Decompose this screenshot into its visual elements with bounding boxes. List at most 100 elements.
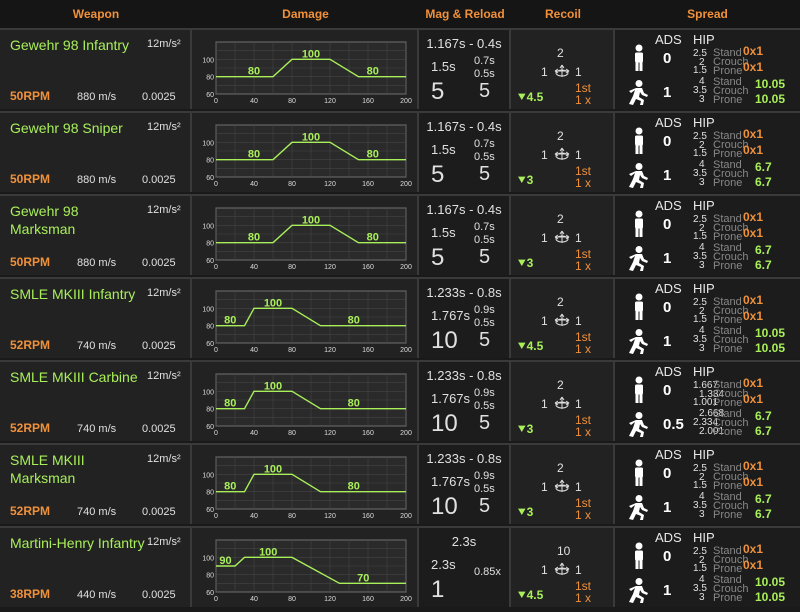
hip-stand-value: 1.667 xyxy=(693,380,719,391)
weapon-name[interactable]: Gewehr 98 Sniper xyxy=(10,120,123,136)
damage-data-label: 80 xyxy=(367,149,379,161)
hip-move-crouch-value: 3.5 xyxy=(693,251,707,262)
ammo-reserve: 5 xyxy=(479,246,491,268)
hip-move-green-2: 10.05 xyxy=(755,92,786,106)
weapon-acceleration: 12m/s² xyxy=(147,370,181,382)
stance-label-prone: Prone xyxy=(713,65,743,77)
reload-detail-2: 0.5s xyxy=(474,151,495,163)
ads-stand-spread: 0 xyxy=(663,133,672,150)
mag-reload-cell: 1.167s - 0.4s 1.5s 0.7s 0.5s 5 5 xyxy=(419,30,511,109)
stance-label-stand: Stand xyxy=(713,574,742,586)
hip-stand-orange: 0x1 xyxy=(743,210,764,224)
hip-move-crouch-value: 3.5 xyxy=(693,583,707,594)
chevron-down-icon: ⯆ xyxy=(517,173,527,187)
recoil-left: 1 xyxy=(541,563,548,577)
chart-x-tick: 40 xyxy=(250,596,258,603)
table-header: Weapon Damage Mag & Reload Recoil Spread xyxy=(0,0,800,28)
reload-empty: 2.3s xyxy=(431,557,456,572)
mag-size: 1 xyxy=(431,576,445,603)
moving-person-icon xyxy=(627,246,649,277)
reload-detail-1: 0.9s xyxy=(474,387,495,399)
stance-label-stand: Stand xyxy=(713,325,742,337)
chart-y-tick: 80 xyxy=(206,241,214,248)
reload-detail-2: 0.85x xyxy=(474,566,501,578)
mag-reload-cell: 1.233s - 0.8s 1.767s 0.9s 0.5s 10 5 xyxy=(419,362,511,441)
chevron-down-icon: ⯆ xyxy=(517,90,527,104)
stance-label-prone: Prone xyxy=(713,231,743,243)
chart-x-tick: 120 xyxy=(324,98,336,105)
recoil-right: 1 xyxy=(575,314,582,328)
ads-stand-spread: 0 xyxy=(663,465,672,482)
chart-x-tick: 40 xyxy=(250,347,258,354)
moving-person-icon xyxy=(627,329,649,360)
weapon-cell: Gewehr 98 Infantry 12m/s² 50RPM 880 m/s … xyxy=(0,30,192,109)
weapon-name[interactable]: SMLE MKIII Carbine xyxy=(10,369,138,385)
chart-y-tick: 100 xyxy=(202,306,214,313)
chart-x-tick: 200 xyxy=(400,430,412,437)
chart-x-tick: 120 xyxy=(324,513,336,520)
chart-x-tick: 160 xyxy=(362,181,374,188)
chart-x-tick: 80 xyxy=(288,430,296,437)
weapon-name[interactable]: Gewehr 98 Marksman xyxy=(10,203,79,237)
weapon-velocity: 740 m/s xyxy=(77,506,117,518)
hip-crouch-orange: 0x1 xyxy=(743,226,764,240)
weapon-drag: 0.0025 xyxy=(142,91,176,103)
header-spread: Spread xyxy=(687,7,728,21)
recoil-arrows-icon xyxy=(554,313,570,326)
recoil-arrows-icon xyxy=(554,64,570,77)
chart-y-tick: 80 xyxy=(206,158,214,165)
chart-x-tick: 160 xyxy=(362,430,374,437)
hip-move-prone-value: 3 xyxy=(699,177,705,188)
damage-data-label: 100 xyxy=(302,214,320,226)
weapon-drag: 0.0025 xyxy=(142,423,176,435)
ads-header: ADS xyxy=(655,281,682,296)
damage-data-label: 80 xyxy=(367,232,379,244)
weapon-velocity: 880 m/s xyxy=(77,257,117,269)
hip-move-stand-value: 4 xyxy=(699,242,705,253)
chart-y-tick: 60 xyxy=(206,341,214,348)
spread-cell: ADS HIP 0 1 2.5 2 1.5 Stand Crouch Prone… xyxy=(615,279,800,358)
chart-x-tick: 120 xyxy=(324,347,336,354)
chart-y-tick: 80 xyxy=(206,573,214,580)
chart-y-tick: 100 xyxy=(202,555,214,562)
weapon-name[interactable]: Gewehr 98 Infantry xyxy=(10,37,130,53)
recoil-decrease: ⯆4.5 xyxy=(517,339,544,353)
recoil-cell: 2 1 1 ⯆3 1st 1 x xyxy=(511,196,615,275)
standing-person-icon xyxy=(631,542,647,575)
recoil-cell: 2 1 1 ⯆4.5 1st 1 x xyxy=(511,279,615,358)
table-row: Gewehr 98 Infantry 12m/s² 50RPM 880 m/s … xyxy=(0,28,800,109)
reload-detail-2: 0.5s xyxy=(474,234,495,246)
mag-size: 5 xyxy=(431,244,445,271)
weapon-name[interactable]: SMLE MKIII Marksman xyxy=(10,452,85,486)
weapon-cell: SMLE MKIII Marksman 12m/s² 52RPM 740 m/s… xyxy=(0,445,192,524)
damage-data-label: 70 xyxy=(357,572,369,584)
chart-x-tick: 200 xyxy=(400,347,412,354)
hip-move-green-1: 6.7 xyxy=(755,243,772,257)
hip-crouch-value: 2 xyxy=(699,57,705,68)
weapon-name[interactable]: Martini-Henry Infantry xyxy=(10,535,145,551)
ads-header: ADS xyxy=(655,115,682,130)
stance-label-stand: Stand xyxy=(713,213,742,225)
hip-crouch-orange: 0x1 xyxy=(743,60,764,74)
hip-move-green-2: 10.05 xyxy=(755,590,786,604)
recoil-decrease: ⯆3 xyxy=(517,256,534,270)
recoil-right: 1 xyxy=(575,397,582,411)
weapon-name[interactable]: SMLE MKIII Infantry xyxy=(10,286,136,302)
ads-header: ADS xyxy=(655,364,682,379)
mag-reload-cell: 1.233s - 0.8s 1.767s 0.9s 0.5s 10 5 xyxy=(419,445,511,524)
weapon-drag: 0.0025 xyxy=(142,589,176,601)
standing-person-icon xyxy=(631,44,647,77)
reload-empty: 1.5s xyxy=(431,225,456,240)
reload-time: 1.167s - 0.4s xyxy=(426,202,502,217)
standing-person-icon xyxy=(631,127,647,160)
stance-label-stand: Stand xyxy=(713,242,742,254)
damage-series-line xyxy=(216,473,406,493)
ads-move-spread: 1 xyxy=(663,333,672,350)
damage-data-label: 80 xyxy=(224,315,236,327)
chart-x-tick: 160 xyxy=(362,347,374,354)
recoil-arrows-icon xyxy=(554,562,570,575)
recoil-left: 1 xyxy=(541,65,548,79)
header-damage: Damage xyxy=(282,7,329,21)
weapon-rpm: 52RPM xyxy=(10,421,51,435)
recoil-right: 1 xyxy=(575,563,582,577)
